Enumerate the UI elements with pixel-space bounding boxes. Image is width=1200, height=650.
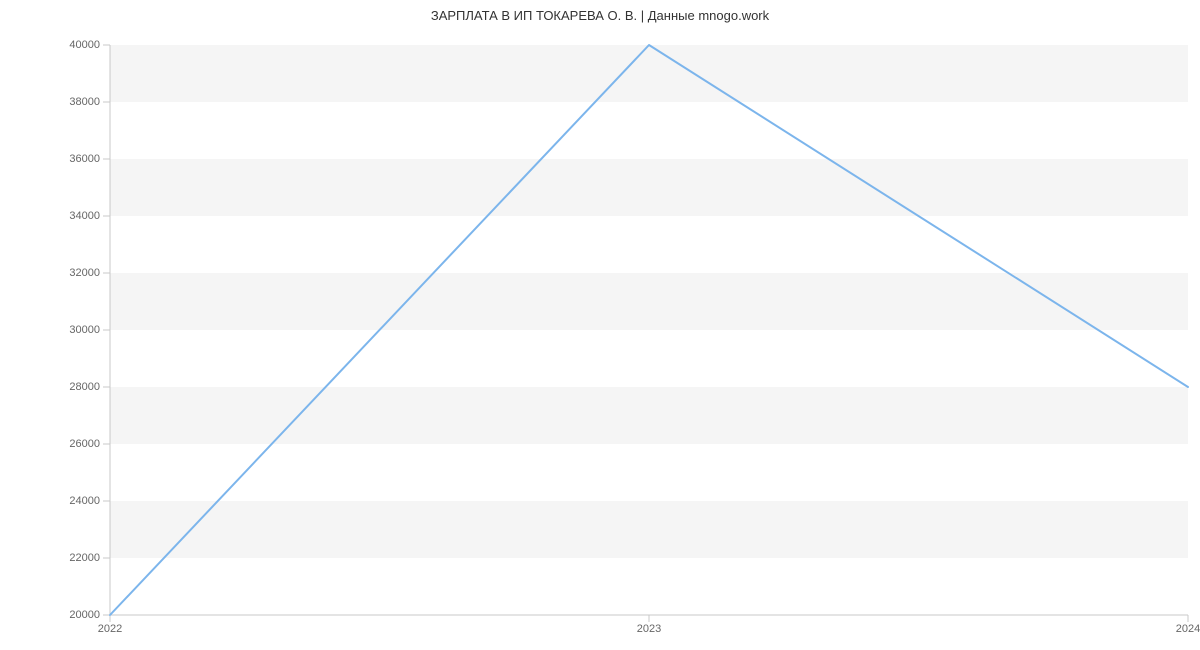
x-tick-label: 2024 <box>1176 623 1200 635</box>
y-tick-label: 32000 <box>69 267 100 279</box>
x-tick-label: 2023 <box>637 623 661 635</box>
grid-band <box>110 216 1188 273</box>
chart-title: ЗАРПЛАТА В ИП ТОКАРЕВА О. В. | Данные mn… <box>0 8 1200 23</box>
grid-band <box>110 273 1188 330</box>
y-tick-label: 24000 <box>69 495 100 507</box>
grid-band <box>110 558 1188 615</box>
chart-svg: 20000 22000 24000 26000 28000 30000 32000 34000… <box>0 0 1200 650</box>
y-tick-label: 28000 <box>69 381 100 393</box>
y-tick-label: 38000 <box>69 96 100 108</box>
y-tick-label: 40000 <box>69 39 100 51</box>
grid-band <box>110 102 1188 159</box>
y-tick-label: 30000 <box>69 324 100 336</box>
grid-band <box>110 501 1188 558</box>
grid-band <box>110 387 1188 444</box>
salary-line-chart: ЗАРПЛАТА В ИП ТОКАРЕВА О. В. | Данные mn… <box>0 0 1200 650</box>
y-tick-label: 34000 <box>69 210 100 222</box>
grid-band <box>110 45 1188 102</box>
x-tick-label: 2022 <box>98 623 122 635</box>
grid-band <box>110 444 1188 501</box>
y-tick-label: 22000 <box>69 552 100 564</box>
grid-band <box>110 159 1188 216</box>
y-tick-label: 26000 <box>69 438 100 450</box>
grid-band <box>110 330 1188 387</box>
y-tick-label: 20000 <box>69 609 100 621</box>
y-tick-label: 36000 <box>69 153 100 165</box>
